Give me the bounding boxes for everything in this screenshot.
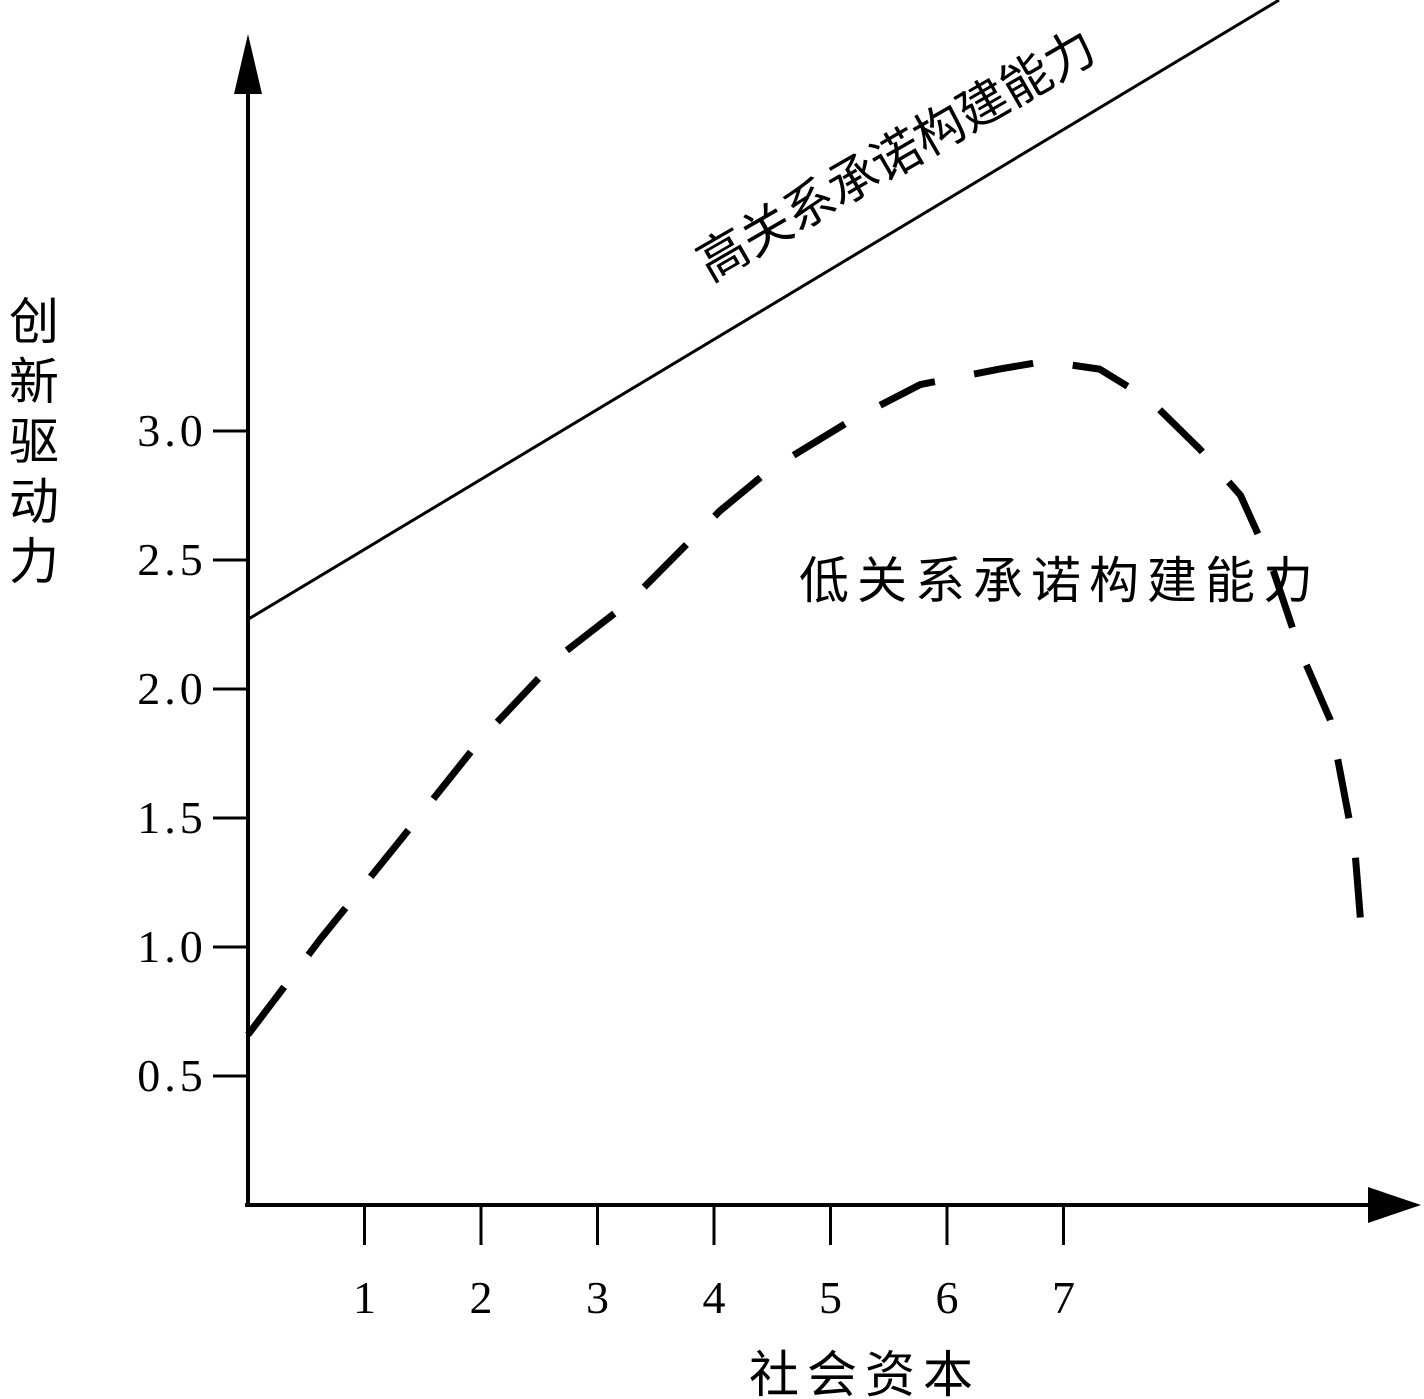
x-tick-label: 7 [1052, 1272, 1075, 1323]
y-tick-label: 0.5 [137, 1050, 207, 1101]
x-tick-label: 4 [703, 1272, 726, 1323]
series-line [245, 357, 1365, 1037]
y-tick-label: 1.5 [137, 792, 207, 843]
series-label: 高关系承诺构建能力 [688, 19, 1106, 292]
x-axis-label: 社会资本 [749, 1347, 981, 1399]
y-axis-label: 创新驱动力 [2, 295, 58, 595]
x-tick-label: 5 [819, 1272, 842, 1323]
x-axis-arrow [1368, 1187, 1421, 1223]
x-tick-label: 6 [936, 1272, 959, 1323]
series-line [247, 0, 1280, 621]
y-axis-arrow [234, 34, 262, 94]
x-tick-label: 1 [353, 1272, 376, 1323]
series-label: 低关系承诺构建能力 [799, 553, 1321, 609]
y-tick-label: 1.0 [137, 921, 207, 972]
y-tick-label: 2.5 [137, 534, 207, 585]
y-tick-label: 3.0 [137, 405, 207, 456]
x-tick-label: 2 [470, 1272, 493, 1323]
x-tick-label: 3 [586, 1272, 609, 1323]
y-tick-label: 2.0 [137, 663, 207, 714]
